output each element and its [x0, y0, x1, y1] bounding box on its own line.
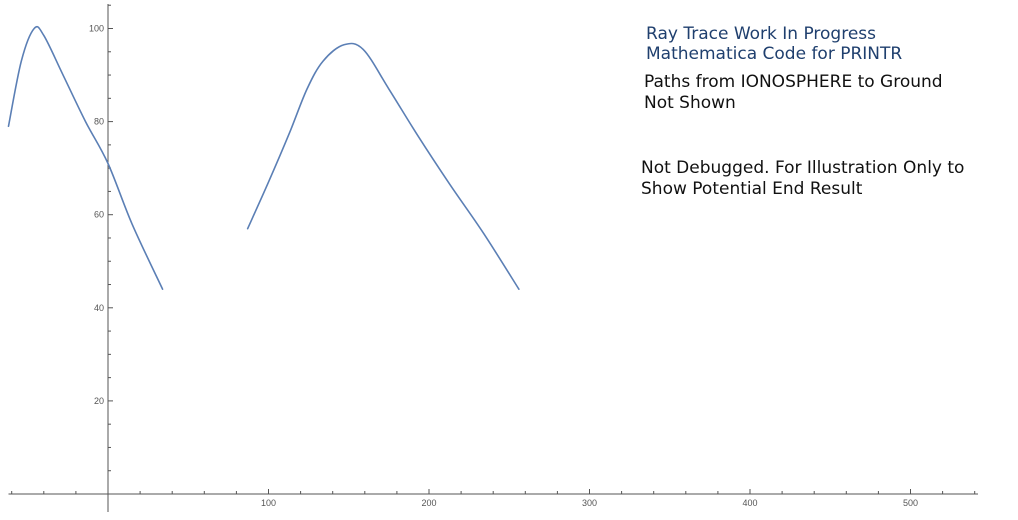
chart-ticks: 100 200 300 400 500 20 40 60 80 100 [11, 4, 976, 508]
y-tick-label: 80 [94, 117, 104, 127]
y-tick-label: 20 [94, 396, 104, 406]
x-tick-label: 500 [903, 498, 918, 508]
chart-series [7, 25, 520, 290]
ray-trace-curve-2 [246, 42, 520, 290]
x-tick-label: 300 [582, 498, 597, 508]
x-tick-label: 400 [742, 498, 757, 508]
chart-title-line-2: Mathematica Code for PRINTR [646, 44, 903, 64]
y-tick-label: 60 [94, 210, 104, 220]
ray-trace-curve-1 [7, 25, 164, 290]
paths-note: Paths from IONOSPHERE to Ground Not Show… [644, 72, 943, 113]
chart-title-line-1: Ray Trace Work In Progress [646, 24, 877, 44]
x-tick-label: 100 [261, 498, 276, 508]
debug-note: Not Debugged. For Illustration Only to S… [641, 158, 965, 199]
y-tick-label: 100 [89, 24, 104, 34]
x-tick-label: 200 [421, 498, 436, 508]
y-tick-label: 40 [94, 303, 104, 313]
